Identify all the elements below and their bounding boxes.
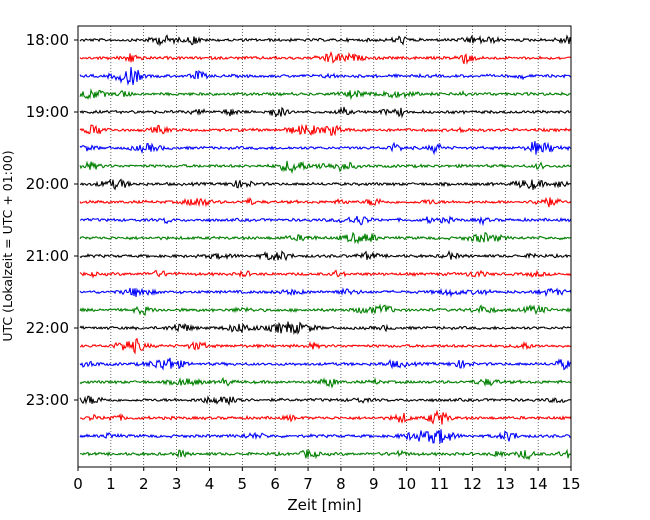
seismogram-trace xyxy=(79,106,572,119)
x-tick-label: 2 xyxy=(139,475,149,493)
seismogram-trace xyxy=(79,215,572,227)
seismogram-trace xyxy=(79,196,572,208)
x-tick-label: 4 xyxy=(205,475,215,493)
seismogram-trace xyxy=(79,250,572,262)
traces xyxy=(79,34,572,461)
seismogram-trace xyxy=(79,321,572,335)
y-tick-label: 23:00 xyxy=(26,391,69,409)
seismogram-trace xyxy=(79,357,572,371)
x-tick-label: 0 xyxy=(73,475,83,493)
seismogram-trace xyxy=(79,287,572,298)
y-tick-label: 22:00 xyxy=(26,319,69,337)
x-tick-label: 12 xyxy=(463,475,482,493)
y-tick-label: 19:00 xyxy=(26,103,69,121)
y-tick-label: 18:00 xyxy=(26,31,69,49)
seismogram-trace xyxy=(79,337,572,355)
seismogram-trace xyxy=(79,178,572,191)
x-axis: 0 1 2 3 4 5 6 7 8 9 10 11 12 13 14 15 xyxy=(73,467,581,493)
seismogram-trace xyxy=(79,303,572,317)
x-tick-label: 3 xyxy=(172,475,182,493)
y-tick-label: 21:00 xyxy=(26,247,69,265)
seismogram-trace xyxy=(79,88,572,101)
x-tick-label: 5 xyxy=(238,475,248,493)
x-tick-label: 1 xyxy=(106,475,116,493)
x-axis-label: Zeit [min] xyxy=(287,496,361,514)
seismogram-trace xyxy=(79,231,572,245)
y-axis: 18:00 19:00 20:00 21:00 22:00 23:00 xyxy=(26,31,78,409)
seismogram-trace xyxy=(79,141,572,156)
x-tick-label: 11 xyxy=(430,475,449,493)
seismogram-trace xyxy=(79,67,572,86)
x-tick-label: 15 xyxy=(561,475,580,493)
x-tick-label: 13 xyxy=(496,475,515,493)
y-axis-label: UTC (Lokalzeit = UTC + 01:00) xyxy=(0,150,15,341)
seismogram-trace xyxy=(79,160,572,174)
seismogram-trace xyxy=(79,376,572,389)
y-tick-label: 20:00 xyxy=(26,175,69,193)
x-tick-label: 10 xyxy=(397,475,416,493)
seismogram-trace xyxy=(79,448,572,461)
seismogram-trace xyxy=(79,34,572,47)
x-tick-label: 6 xyxy=(270,475,280,493)
seismogram-trace xyxy=(79,429,572,444)
seismogram-trace xyxy=(79,269,572,279)
x-tick-label: 8 xyxy=(336,475,346,493)
x-tick-label: 9 xyxy=(369,475,379,493)
plot-frame xyxy=(77,25,572,468)
seismogram-trace xyxy=(79,50,572,65)
seismogram-trace xyxy=(79,409,572,425)
seismogram-trace xyxy=(79,123,572,137)
seismogram-trace xyxy=(79,395,572,407)
x-tick-label: 14 xyxy=(529,475,548,493)
x-tick-label: 7 xyxy=(303,475,313,493)
